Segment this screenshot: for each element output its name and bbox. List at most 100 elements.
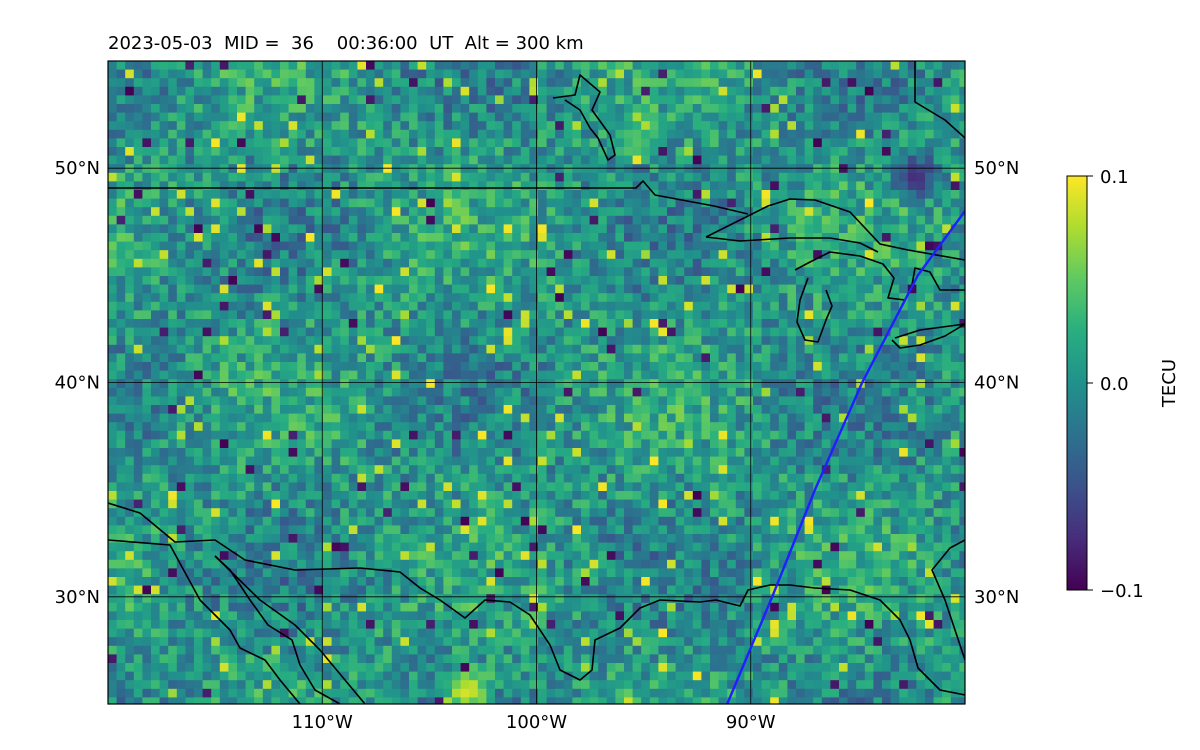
heatmap-cell	[133, 430, 143, 440]
heatmap-cell	[460, 473, 470, 483]
heatmap-cell	[194, 396, 203, 406]
heatmap-cell	[426, 482, 436, 492]
heatmap-cell	[116, 241, 126, 251]
heatmap-cell	[796, 448, 805, 457]
heatmap-cell	[409, 95, 418, 105]
heatmap-cell	[305, 86, 315, 96]
heatmap-cell	[469, 112, 479, 122]
heatmap-cell	[417, 370, 427, 380]
heatmap-cell	[675, 387, 685, 397]
heatmap-cell	[434, 267, 444, 277]
heatmap-cell	[538, 448, 547, 457]
heatmap-cell	[959, 301, 965, 311]
heatmap-cell	[864, 207, 874, 217]
heatmap-cell	[151, 172, 160, 182]
heatmap-cell	[202, 439, 212, 449]
heatmap-cell	[753, 164, 762, 174]
heatmap-cell	[133, 310, 143, 320]
heatmap-cell	[744, 379, 754, 389]
heatmap-cell	[469, 190, 479, 199]
heatmap-cell	[245, 448, 255, 457]
heatmap-cell	[907, 112, 917, 122]
heatmap-cell	[813, 190, 823, 199]
heatmap-cell	[598, 387, 608, 397]
heatmap-cell	[151, 250, 160, 260]
heatmap-cell	[598, 164, 608, 174]
heatmap-cell	[813, 147, 823, 156]
heatmap-cell	[168, 104, 178, 113]
heatmap-cell	[581, 207, 590, 217]
heatmap-cell	[830, 405, 840, 414]
heatmap-cell	[211, 387, 221, 397]
heatmap-cell	[142, 86, 152, 96]
heatmap-cell	[469, 430, 479, 440]
heatmap-cell	[538, 121, 547, 131]
heatmap-cell	[959, 344, 965, 354]
heatmap-cell	[348, 78, 358, 88]
heatmap-cell	[142, 215, 152, 225]
heatmap-cell	[890, 405, 900, 414]
heatmap-cell	[744, 233, 754, 242]
heatmap-cell	[563, 95, 573, 105]
heatmap-cell	[641, 215, 651, 225]
heatmap-cell	[847, 147, 857, 156]
heatmap-cell	[237, 69, 246, 79]
heatmap-cell	[658, 319, 668, 328]
heatmap-cell	[434, 379, 444, 389]
heatmap-cell	[778, 370, 788, 380]
heatmap-cell	[684, 181, 694, 191]
heatmap-cell	[340, 405, 350, 414]
heatmap-cell	[443, 310, 453, 320]
heatmap-cell	[400, 172, 410, 182]
heatmap-cell	[495, 448, 504, 457]
heatmap-cell	[718, 112, 728, 122]
heatmap-cell	[933, 181, 943, 191]
heatmap-cell	[692, 319, 702, 328]
heatmap-cell	[417, 147, 427, 156]
heatmap-cell	[641, 207, 651, 217]
heatmap-cell	[391, 267, 401, 277]
heatmap-cell	[615, 61, 625, 70]
heatmap-cell	[847, 319, 857, 328]
heatmap-cell	[615, 396, 625, 406]
heatmap-cell	[297, 362, 307, 371]
heatmap-cell	[710, 422, 719, 432]
heatmap-cell	[735, 250, 745, 260]
heatmap-cell	[606, 267, 616, 277]
heatmap-cell	[477, 422, 487, 432]
heatmap-cell	[211, 61, 221, 70]
heatmap-cell	[925, 78, 934, 88]
heatmap-cell	[288, 198, 298, 208]
heatmap-cell	[452, 344, 461, 354]
heatmap-cell	[770, 439, 780, 449]
heatmap-cell	[357, 482, 367, 492]
heatmap-cell	[753, 155, 762, 165]
heatmap-cell	[366, 370, 375, 380]
heatmap-cell	[658, 215, 668, 225]
heatmap-cell	[916, 147, 926, 156]
heatmap-cell	[486, 112, 496, 122]
heatmap-cell	[675, 336, 685, 346]
heatmap-cell	[701, 405, 711, 414]
heatmap-cell	[538, 301, 547, 311]
heatmap-cell	[787, 276, 797, 285]
heatmap-cell	[366, 267, 375, 277]
heatmap-cell	[796, 224, 805, 234]
heatmap-cell	[357, 233, 367, 242]
heatmap-cell	[632, 422, 642, 432]
heatmap-cell	[151, 215, 160, 225]
heatmap-cell	[718, 405, 728, 414]
heatmap-cell	[452, 95, 461, 105]
heatmap-cell	[297, 172, 307, 182]
heatmap-cell	[116, 267, 126, 277]
heatmap-cell	[692, 439, 702, 449]
heatmap-cell	[133, 284, 143, 294]
heatmap-cell	[538, 362, 547, 371]
heatmap-cell	[348, 422, 358, 432]
heatmap-cell	[589, 78, 599, 88]
heatmap-cell	[288, 293, 298, 303]
heatmap-cell	[916, 164, 926, 174]
heatmap-cell	[452, 327, 461, 337]
heatmap-cell	[237, 319, 246, 328]
